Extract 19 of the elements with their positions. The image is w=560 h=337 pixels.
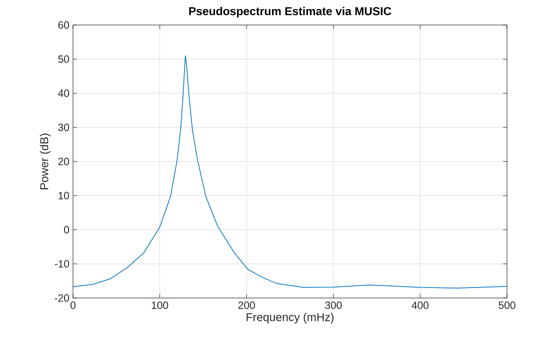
y-tick-label: 10 [58,192,70,200]
x-tick-label: 400 [412,302,429,309]
y-tick-label: 0 [64,226,70,234]
y-axis-title: Power (dB) [40,134,51,190]
x-tick-label: 200 [238,302,255,309]
x-tick-label: 300 [325,302,342,309]
x-tick-label: 0 [70,302,76,309]
y-tick-label: 30 [58,124,70,132]
y-tick-label: 40 [58,90,70,97]
chart-title: Pseudospectrum Estimate via MUSIC [189,6,392,18]
x-tick-label: 100 [152,302,168,309]
y-tick-label: -20 [54,294,70,302]
x-axis-title: Frequency (mHz) [246,312,334,324]
line-series [73,55,507,288]
y-tick-label: 20 [58,158,70,166]
y-tick-label: 60 [58,21,70,29]
y-tick-label: 50 [58,55,70,63]
x-tick-label: 500 [498,302,516,309]
y-tick-label: -10 [54,260,70,268]
